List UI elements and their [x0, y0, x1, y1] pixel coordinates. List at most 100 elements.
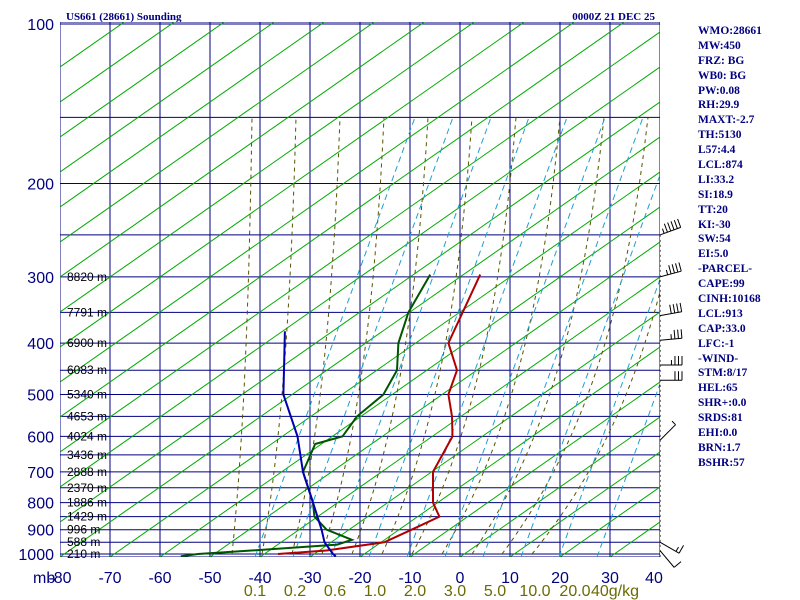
pressure-tick-label: 700	[27, 465, 54, 482]
height-label: 1886 m	[67, 496, 107, 510]
index-item: MW:450	[698, 39, 741, 52]
dry-adiabat-line	[209, 241, 660, 557]
parcel-path	[282, 331, 337, 557]
temperature-tick-label: -80	[48, 570, 71, 587]
index-item: TT:20	[698, 203, 728, 216]
chart-title: US661 (28661) Sounding	[66, 11, 182, 23]
height-label: 6900 m	[67, 336, 107, 350]
pressure-tick-label: 800	[27, 496, 54, 513]
index-item: STM:8/17	[698, 367, 748, 380]
wind-barb	[659, 550, 682, 568]
height-label: 5340 m	[67, 387, 107, 401]
index-item: LCL:874	[698, 159, 743, 172]
moist-adiabat-line	[321, 117, 385, 555]
mixing-ratio-label: 0.2	[284, 583, 306, 600]
mixing-ratio-label: 2.0	[404, 583, 426, 600]
index-item: CAPE:99	[698, 278, 745, 291]
height-label: 2370 m	[67, 481, 107, 495]
mixing-ratio-label: 20.0	[559, 583, 590, 600]
wind-barb	[660, 356, 683, 366]
wind-barb	[659, 420, 676, 441]
wind-barb	[659, 218, 682, 236]
index-item: PW:0.08	[698, 84, 740, 97]
index-item: -PARCEL-	[698, 263, 753, 276]
dry-adiabat-line	[60, 22, 576, 383]
dry-adiabat-line	[60, 22, 126, 68]
dry-adiabat-line	[60, 136, 660, 557]
index-item: RH:29.9	[698, 99, 740, 112]
moist-adiabat-line	[471, 117, 605, 555]
index-item: FRZ: BG	[698, 54, 745, 67]
pressure-unit-label: mb	[33, 570, 55, 587]
pressure-tick-label: 600	[27, 429, 54, 446]
height-label: 2888 m	[67, 465, 107, 479]
index-item: -WIND-	[698, 352, 739, 365]
index-item: WMO:28661	[698, 25, 762, 37]
mixing-ratio-line	[558, 277, 660, 557]
stability-indices-panel: WMO:28661 MW:450 FRZ: BG WB0: BG PW:0.08 RH:2…	[698, 24, 798, 471]
dry-adiabat-line	[60, 22, 476, 313]
pressure-tick-label: 500	[27, 387, 54, 404]
mixing-ratio-line	[406, 117, 568, 557]
dry-adiabat-line	[309, 311, 660, 557]
mixing-ratio-lines	[254, 117, 660, 557]
dry-adiabat-line	[60, 22, 376, 243]
mixing-ratio-line	[444, 117, 606, 557]
moist-adiabats	[231, 117, 660, 555]
dry-adiabat-line	[60, 66, 660, 488]
moist-adiabat-line	[351, 117, 429, 555]
dry-adiabat-line	[409, 381, 660, 557]
pressure-tick-label: 100	[27, 17, 54, 34]
pressure-tick-label: 200	[27, 177, 54, 194]
pressure-tick-label: 1000	[18, 547, 54, 564]
height-label: 1429 m	[67, 510, 107, 524]
dry-adiabat-line	[359, 346, 660, 557]
temperature-tick-label: -20	[348, 570, 371, 587]
wind-barb	[660, 371, 683, 381]
moist-adiabat-line	[261, 117, 297, 555]
index-item: LFC:-1	[698, 337, 735, 350]
temperature-tick-label: 20	[551, 570, 569, 587]
height-label: 3436 m	[67, 448, 107, 462]
moist-adiabat-line	[501, 117, 649, 555]
sounding-profiles	[180, 274, 482, 557]
dry-adiabat-line	[60, 22, 276, 173]
mixing-ratio-label: 0.1	[244, 583, 266, 600]
index-item: CAP:33.0	[698, 322, 746, 335]
dry-adiabat-line	[60, 22, 626, 418]
index-item: WB0: BG	[698, 69, 747, 82]
moist-adiabat-line	[441, 117, 561, 555]
index-item: BRN:1.7	[698, 441, 741, 454]
dry-adiabat-line	[60, 31, 660, 453]
temperature-tick-label: -60	[148, 570, 171, 587]
wind-barb	[659, 329, 683, 341]
height-label: 588 m	[67, 535, 100, 549]
index-item: SW:54	[698, 233, 731, 246]
temperature-tick-label: -50	[198, 570, 221, 587]
index-item: TH:5130	[698, 129, 742, 142]
index-item: SRDS:81	[698, 412, 743, 425]
wind-barbs	[659, 218, 684, 568]
temperature-tick-label: 0	[456, 570, 465, 587]
mixing-ratio-line	[368, 117, 530, 557]
mixing-ratio-label: 5.0	[484, 583, 506, 600]
wind-barb	[659, 541, 684, 554]
mixing-ratio-label: 40g/kg	[591, 583, 639, 600]
index-item: MAXT:-2.7	[698, 114, 755, 127]
height-label: 4024 m	[67, 429, 107, 443]
pressure-tick-label: 400	[27, 336, 54, 353]
dry-adiabat-line	[60, 22, 226, 138]
index-item: HEL:65	[698, 382, 738, 395]
index-item: EHI:0.0	[698, 427, 738, 440]
dry-adiabat-line	[259, 276, 660, 557]
temperature-tick-label: -10	[398, 570, 421, 587]
index-item: SHR+:0.0	[698, 397, 747, 410]
index-item: L57:4.4	[698, 144, 736, 157]
mixing-ratio-line	[482, 117, 644, 557]
mixing-ratio-line	[330, 117, 492, 557]
height-label: 210 m	[67, 547, 100, 561]
mixing-ratio-line	[292, 117, 454, 557]
mixing-ratio-line	[520, 173, 660, 557]
dry-adiabat-line	[159, 206, 660, 557]
